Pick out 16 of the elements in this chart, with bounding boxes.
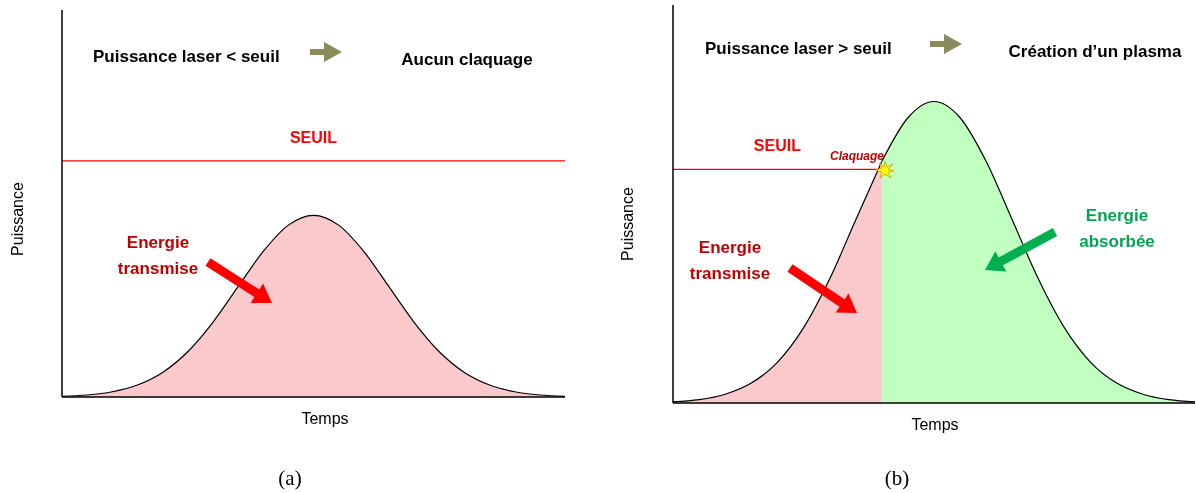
annotation: Energie transmise — [688, 237, 772, 285]
annotation: Energie absorbée — [1078, 205, 1156, 253]
text: (a) — [277, 465, 303, 492]
text: Aucun claquage — [400, 49, 534, 71]
y-axis-title: Puissance — [9, 181, 27, 258]
annotation: Energie transmise — [116, 232, 200, 280]
y-axis-title: Puissance — [619, 186, 637, 263]
ref-line-label: SEUIL — [753, 137, 802, 155]
ref-line-label: SEUIL — [289, 128, 338, 146]
x-axis-title: Temps — [910, 416, 960, 434]
text: (b) — [883, 465, 911, 492]
chart-title: Puissance laser < seuil — [93, 47, 280, 67]
chart-title: Puissance laser > seuil — [705, 39, 892, 59]
x-axis-title: Temps — [300, 410, 350, 428]
text: Création d’un plasma — [1007, 41, 1183, 63]
annotation: Claquage — [829, 148, 885, 165]
